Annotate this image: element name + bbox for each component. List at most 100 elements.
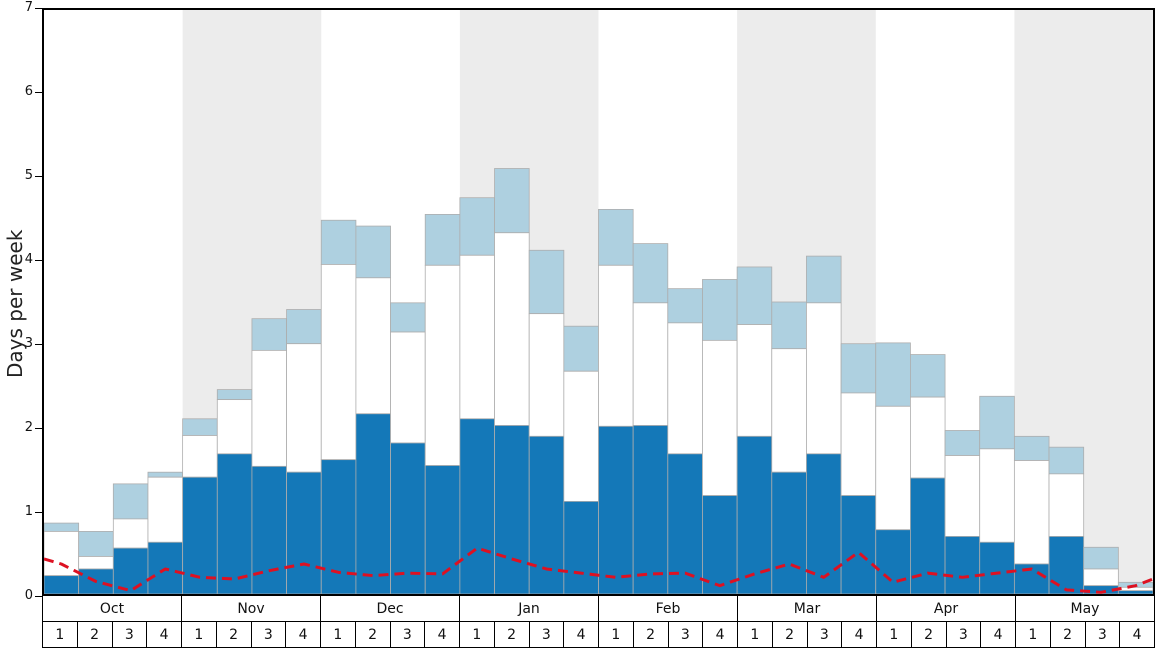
- bar-segment-dark-blue: [1048, 536, 1085, 594]
- month-label-cell: Apr: [876, 596, 1015, 621]
- y-tick-label: 0: [24, 588, 33, 603]
- bar-segment-light-blue: [736, 266, 773, 325]
- week-number-cell: 1: [1015, 622, 1050, 647]
- week-number-cell: 1: [737, 622, 772, 647]
- bar-segment-light-blue: [147, 471, 184, 478]
- bar-segment-light-blue: [632, 243, 669, 304]
- bar-segment-white: [424, 264, 461, 466]
- month-label-cell: May: [1015, 596, 1154, 621]
- week-number-cell: 4: [702, 622, 737, 647]
- bar-segment-light-blue: [875, 342, 911, 407]
- bar-segment-light-blue: [494, 168, 530, 234]
- bar-segment-dark-blue: [459, 418, 495, 594]
- bar-segment-white: [910, 396, 946, 479]
- bar-segment-white: [598, 264, 634, 427]
- week-number-cell: 2: [76, 622, 112, 647]
- bar-segment-dark-blue: [390, 442, 426, 594]
- bar-segment-light-blue: [771, 301, 807, 350]
- week-number-cell: 2: [493, 622, 529, 647]
- bar-segment-white: [494, 232, 530, 426]
- bar-segment-light-blue: [979, 395, 1015, 450]
- bar-segment-light-blue: [251, 318, 287, 351]
- month-label-cell: Mar: [737, 596, 876, 621]
- bar-segment-light-blue: [216, 389, 253, 401]
- week-number-cell: 4: [1119, 622, 1154, 647]
- bar-segment-dark-blue: [667, 453, 703, 594]
- bar-segment-white: [112, 518, 149, 549]
- bar-segment-dark-blue: [355, 413, 391, 594]
- bar-segment-dark-blue: [1117, 590, 1153, 594]
- week-number-cell: 3: [111, 622, 147, 647]
- bar-segment-light-blue: [528, 249, 565, 315]
- bar-segment-light-blue: [355, 225, 391, 279]
- week-number-cell: 4: [841, 622, 876, 647]
- bar-segment-white: [528, 313, 565, 437]
- y-tick-mark: [35, 427, 42, 429]
- bar-segment-white: [1083, 568, 1119, 587]
- bar-segment-white: [355, 277, 391, 415]
- week-number-cell: 1: [320, 622, 355, 647]
- week-number-cell: 3: [945, 622, 981, 647]
- bar-segment-dark-blue: [979, 541, 1015, 594]
- bar-segment-light-blue: [702, 279, 738, 341]
- bar-segment-dark-blue: [182, 476, 218, 594]
- bar-segment-light-blue: [1083, 546, 1119, 570]
- bar-segment-dark-blue: [632, 425, 669, 594]
- bar-segment-light-blue: [320, 219, 357, 265]
- y-tick-label: 6: [24, 84, 33, 99]
- y-tick-mark: [35, 343, 42, 345]
- bar-segment-white: [182, 435, 218, 478]
- y-tick-label: 2: [24, 420, 33, 435]
- plot-area: [42, 8, 1155, 596]
- bar-segment-dark-blue: [44, 575, 80, 594]
- bar-segment-white: [875, 405, 911, 531]
- bar-segment-dark-blue: [494, 425, 530, 594]
- y-tick-mark: [35, 175, 42, 177]
- week-number-cell: 1: [181, 622, 216, 647]
- y-tick-label: 1: [24, 504, 33, 519]
- bar-segment-white: [667, 322, 703, 455]
- week-number-cell: 3: [667, 622, 703, 647]
- week-number-cell: 3: [806, 622, 842, 647]
- week-number-cell: 4: [563, 622, 598, 647]
- bar-segment-light-blue: [182, 418, 218, 436]
- y-tick-label: 3: [24, 336, 33, 351]
- y-tick-label: 7: [24, 0, 33, 15]
- bar-segment-white: [632, 302, 669, 426]
- bar-segment-light-blue: [78, 531, 114, 557]
- bar-segment-light-blue: [598, 208, 634, 266]
- month-label-cell: Feb: [598, 596, 737, 621]
- week-number-cell: 1: [598, 622, 633, 647]
- bar-segment-light-blue: [459, 197, 495, 256]
- bar-segment-white: [563, 370, 599, 502]
- bar-segment-dark-blue: [840, 495, 877, 594]
- bar-segment-white: [736, 324, 773, 437]
- red-dashed-line: [44, 546, 1153, 594]
- week-number-cell: 2: [1049, 622, 1085, 647]
- week-number-cell: 1: [876, 622, 911, 647]
- y-tick-label: 4: [24, 252, 33, 267]
- bar-segment-white: [320, 264, 357, 461]
- bar-segment-white: [806, 302, 842, 455]
- week-number-cell: 2: [354, 622, 390, 647]
- bar-segment-white: [1048, 473, 1085, 537]
- bar-segment-light-blue: [1013, 435, 1050, 461]
- bar-segment-white: [1117, 586, 1153, 592]
- bar-segment-white: [459, 254, 495, 420]
- week-number-cell: 2: [632, 622, 668, 647]
- bar-segment-light-blue: [390, 302, 426, 333]
- bar-segment-white: [1013, 460, 1050, 565]
- month-label-cell: Dec: [320, 596, 459, 621]
- bar-segment-white: [979, 448, 1015, 543]
- bar-segment-dark-blue: [875, 529, 911, 594]
- bar-segment-white: [251, 349, 287, 467]
- bar-segment-dark-blue: [771, 471, 807, 594]
- bar-segment-light-blue: [112, 483, 149, 520]
- bar-segment-dark-blue: [736, 435, 773, 594]
- bar-segment-white: [147, 476, 184, 543]
- week-number-cell: 2: [771, 622, 807, 647]
- week-number-cell: 1: [55, 626, 65, 643]
- bar-segment-light-blue: [44, 522, 80, 532]
- bar-segment-white: [78, 556, 114, 570]
